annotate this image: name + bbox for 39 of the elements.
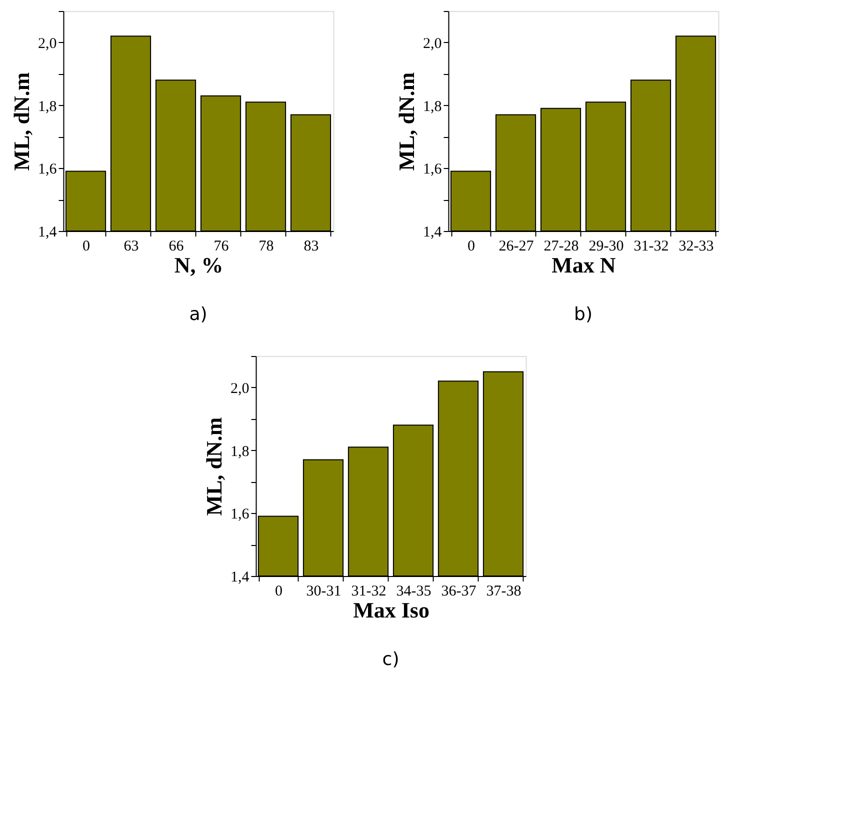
y-tick-label: 1,4	[38, 224, 58, 240]
x-tick-label: 27-28	[544, 238, 579, 254]
y-axis-title: ML, dN.m	[202, 417, 226, 516]
x-tick-label: 36-37	[441, 584, 477, 600]
y-tick-label: 1,4	[230, 570, 250, 586]
y-tick-label: 1,8	[38, 98, 57, 115]
x-tick-label: 29-30	[588, 238, 624, 254]
x-axis-title: Max Iso	[353, 598, 430, 622]
x-axis-title: N, %	[174, 252, 224, 278]
x-tick-label: 30-31	[306, 584, 342, 600]
x-tick-label: 31-32	[351, 584, 386, 600]
y-tick-label: 1,8	[230, 444, 250, 460]
text: b)	[574, 304, 592, 325]
x-tick-label: 34-35	[396, 584, 432, 600]
y-tick-label: 2,0	[38, 36, 57, 52]
y-axis-title: ML, dN.m	[394, 72, 419, 171]
x-tick-label: 37-38	[486, 584, 522, 600]
x-tick-label: 66	[168, 238, 184, 254]
x-tick-label: 63	[124, 238, 139, 254]
y-tick-label: 1,4	[423, 224, 442, 240]
y-tick-label: 1,6	[38, 162, 58, 178]
x-tick-label: 0	[468, 238, 475, 254]
y-tick-label: 2,0	[230, 380, 250, 397]
x-tick-label: 0	[275, 584, 282, 600]
x-tick-label: 76	[214, 238, 230, 254]
x-tick-label: 83	[304, 238, 319, 254]
x-axis-title: Max N	[552, 252, 616, 278]
x-tick-label: 0	[82, 238, 90, 254]
y-tick-label: 1,8	[423, 98, 442, 115]
x-tick-label: 32-33	[678, 238, 714, 254]
x-tick-label: 31-32	[634, 238, 669, 254]
y-tick-label: 1,6	[423, 162, 442, 178]
y-tick-label: 1,6	[230, 506, 250, 523]
text: c)	[382, 649, 400, 670]
y-axis-title: ML, dN.m	[9, 72, 34, 171]
x-tick-label: 26-27	[498, 238, 534, 254]
x-tick-label: 78	[258, 238, 274, 254]
text: a)	[189, 304, 208, 325]
y-tick-label: 2,0	[423, 36, 442, 52]
